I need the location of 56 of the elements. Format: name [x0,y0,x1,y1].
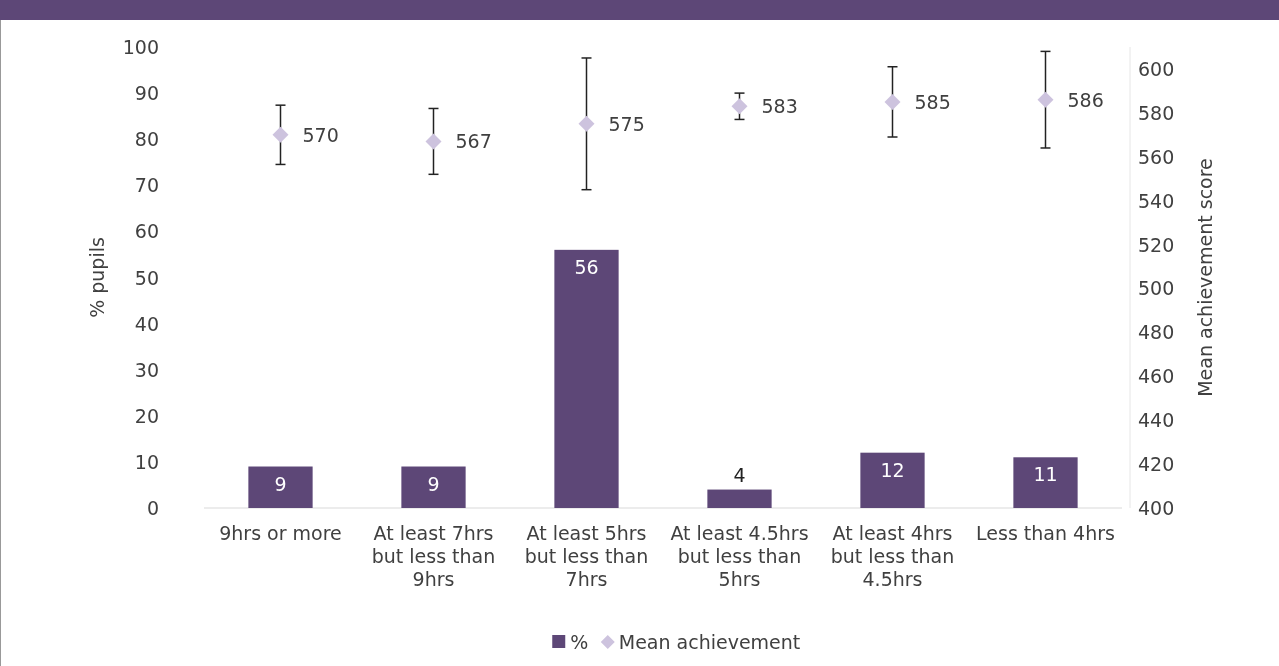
point [272,126,289,143]
y2-tick-label: 420 [1138,453,1175,476]
y2-tick-label: 480 [1138,321,1175,344]
bar [860,452,925,508]
x-tick-label: At least 4hrs but less than 4.5hrs [830,522,955,590]
y2-axis-title: Mean achievement score [1194,158,1216,397]
x-tick-label: 9hrs or more [219,522,342,544]
data-label: 583 [761,95,798,118]
point [731,98,748,115]
data-label: 12 [880,458,905,481]
data-label: 586 [1067,88,1104,111]
data-label: 575 [608,112,645,135]
data-label: 585 [914,90,951,113]
y-tick-label: 50 [134,266,159,289]
y-tick-label: 0 [146,497,159,519]
y-axis-title: % pupils [86,237,108,318]
data-label: 56 [574,255,599,278]
point [1037,91,1054,108]
bar [248,466,313,508]
y2-tick-label: 540 [1138,189,1175,212]
bar [401,466,466,508]
y2-tick-label: 500 [1138,277,1175,300]
data-label: 4 [733,463,746,486]
x-tick-label: At least 4.5hrs but less than 5hrs [670,522,809,590]
y-tick-label: 10 [134,450,159,473]
y-tick-label: 30 [134,358,159,381]
y2-tick-label: 560 [1138,145,1175,168]
y2-tick-label: 460 [1138,365,1175,388]
y-tick-label: 60 [134,220,159,243]
y-tick-label: 90 [134,82,159,105]
bar [554,249,619,508]
y-tick-label: 80 [134,128,159,151]
y-tick-label: 20 [134,404,159,427]
bar [1013,457,1078,508]
data-label: 567 [455,130,492,153]
y2-tick-label: 520 [1138,233,1175,256]
legend-label: % [570,631,589,653]
point [425,133,442,150]
data-label: 570 [302,123,339,146]
point [884,93,901,110]
x-tick-label: At least 7hrs but less than 9hrs [371,522,496,590]
bar [707,489,772,508]
data-label: 11 [1033,463,1058,486]
y2-tick-label: 580 [1138,101,1175,124]
y2-tick-label: 400 [1138,497,1175,519]
y-tick-label: 70 [134,174,159,197]
x-tick-label: At least 5hrs but less than 7hrs [524,522,649,590]
x-tick-label: Less than 4hrs [976,522,1115,544]
y2-tick-label: 440 [1138,409,1175,432]
y-tick-label: 40 [134,312,159,335]
y-tick-label: 100 [122,36,159,58]
legend-label: Mean achievement [618,631,801,653]
y2-tick-label: 600 [1138,57,1175,80]
data-label: 9 [274,472,287,495]
point [578,115,595,132]
data-label: 9 [427,472,440,495]
